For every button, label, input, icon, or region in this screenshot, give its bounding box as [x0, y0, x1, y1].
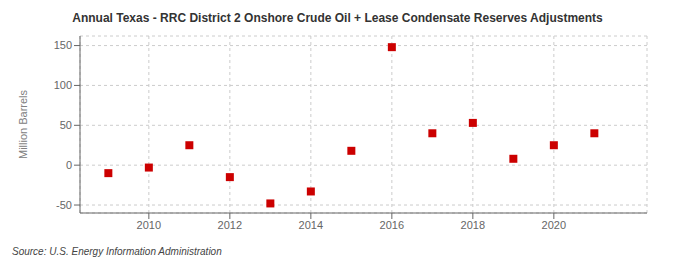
svg-text:-50: -50	[56, 199, 72, 211]
html-text:Source: U.S. Energy Informatio: Source: U.S. Energy Information Administ…	[12, 246, 222, 257]
html-text:Annual Texas - RRC District 2: Annual Texas - RRC District 2 Onshore Cr…	[72, 11, 603, 25]
svg-text:2016: 2016	[380, 219, 404, 231]
svg-text:Million Barrels: Million Barrels	[17, 89, 29, 159]
svg-text:2018: 2018	[461, 219, 485, 231]
svg-text:2012: 2012	[218, 219, 242, 231]
svg-text:0: 0	[66, 159, 72, 171]
svg-text:2014: 2014	[299, 219, 323, 231]
svg-text:50: 50	[60, 119, 72, 131]
svg-text:2010: 2010	[137, 219, 161, 231]
svg-text:100: 100	[54, 79, 72, 91]
svg-text:150: 150	[54, 39, 72, 51]
svg-text:2020: 2020	[542, 219, 566, 231]
